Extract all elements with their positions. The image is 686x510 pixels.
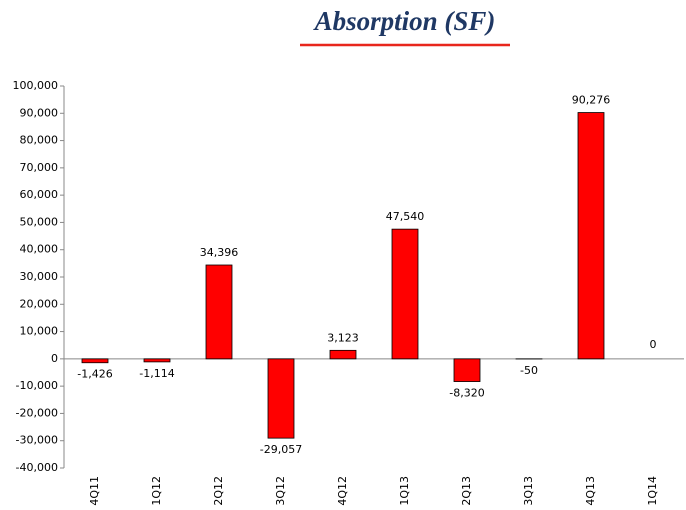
data-label: -50 xyxy=(520,364,538,377)
x-tick-label: 4Q11 xyxy=(88,476,101,506)
data-label: -29,057 xyxy=(260,443,302,456)
data-label: 34,396 xyxy=(200,246,239,259)
data-label: 3,123 xyxy=(327,331,359,344)
data-label: -1,426 xyxy=(77,368,112,381)
y-tick-label: 70,000 xyxy=(20,161,59,174)
y-tick-label: 20,000 xyxy=(20,297,59,310)
data-label: -8,320 xyxy=(449,387,484,400)
y-tick-label: 50,000 xyxy=(20,215,59,228)
x-tick-label: 1Q13 xyxy=(398,476,411,506)
y-tick-label: 10,000 xyxy=(20,325,59,338)
y-tick-label: -10,000 xyxy=(16,379,58,392)
bar xyxy=(577,112,605,360)
y-tick-label: 80,000 xyxy=(20,134,59,147)
x-tick-label: 1Q14 xyxy=(646,476,659,506)
x-tick-label: 2Q12 xyxy=(212,476,225,506)
bar xyxy=(391,228,419,360)
y-tick-label: 30,000 xyxy=(20,270,59,283)
y-tick-label: -30,000 xyxy=(16,434,58,447)
x-tick-label: 3Q12 xyxy=(274,476,287,506)
x-tick-label: 3Q13 xyxy=(522,476,535,506)
y-tick-label: 90,000 xyxy=(20,106,59,119)
y-tick-label: 0 xyxy=(51,352,58,365)
x-tick-label: 4Q13 xyxy=(584,476,597,506)
data-label: 47,540 xyxy=(386,210,425,223)
y-tick-label: -40,000 xyxy=(16,461,58,474)
y-tick-label: 60,000 xyxy=(20,188,59,201)
bar xyxy=(267,358,295,439)
bar xyxy=(453,358,481,382)
chart-title: Absorption (SF) xyxy=(313,6,496,36)
x-tick-label: 4Q12 xyxy=(336,476,349,506)
data-label: 90,276 xyxy=(572,94,611,107)
bar xyxy=(81,358,109,364)
data-label: 0 xyxy=(650,338,657,351)
y-tick-label: -20,000 xyxy=(16,406,58,419)
bar xyxy=(329,349,357,360)
data-label: -1,114 xyxy=(139,367,174,380)
x-tick-label: 1Q12 xyxy=(150,476,163,506)
y-tick-label: 100,000 xyxy=(13,79,59,92)
y-tick-label: 40,000 xyxy=(20,243,59,256)
x-tick-label: 2Q13 xyxy=(460,476,473,506)
bar xyxy=(205,264,233,360)
bar xyxy=(143,358,171,363)
